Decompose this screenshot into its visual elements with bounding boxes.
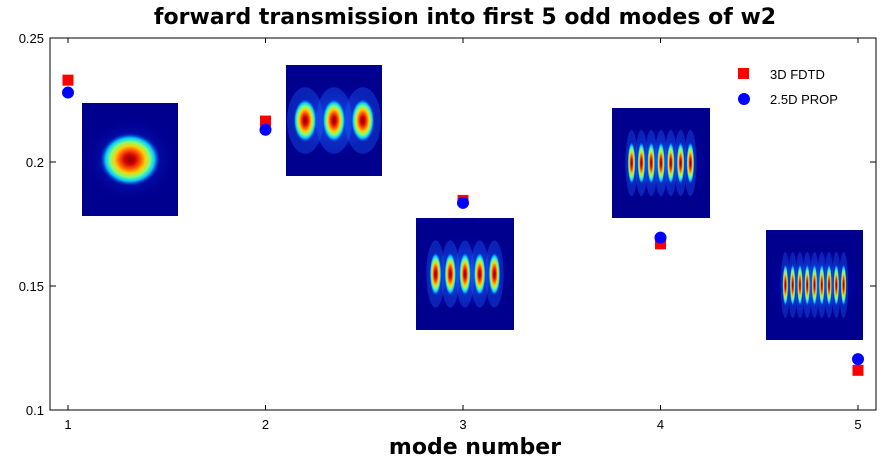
data-points [62,74,864,376]
mode-2-profile-image [286,65,382,176]
x-tick-label: 3 [459,417,466,432]
legend-label-2-5d-prop: 2.5D PROP [770,92,838,107]
legend-label-3d-fdtd: 3D FDTD [770,67,825,82]
mode-3-profile-image [416,218,514,330]
x-axis-label: mode number [389,435,561,460]
axes: 1 2 3 4 5 0.1 0.15 0.2 0.25 [19,31,876,432]
point-2-5d-prop [852,353,864,366]
inset-images [82,65,863,340]
legend: 3D FDTD 2.5D PROP [738,67,838,107]
mode-5-profile-image [766,230,863,340]
point-3d-fdtd [62,74,74,86]
point-2-5d-prop [259,123,272,136]
x-tick-label: 1 [64,417,71,432]
y-tick-label: 0.15 [19,279,44,294]
y-tick-label: 0.2 [26,155,44,170]
mode-1-profile-image [82,103,178,216]
point-3d-fdtd [260,115,271,127]
legend-marker-2-5d-prop [738,93,750,105]
x-tick-label: 4 [657,417,664,432]
x-tick-label: 2 [262,417,269,432]
y-tick-label: 0.25 [19,31,44,46]
point-3d-fdtd [852,364,864,376]
point-2-5d-prop [654,231,667,244]
y-tick-label: 0.1 [26,403,44,418]
legend-marker-3d-fdtd [738,68,749,79]
mode-4-profile-image [612,108,710,218]
point-2-5d-prop [62,86,74,99]
point-2-5d-prop [457,196,469,209]
x-tick-label: 5 [854,417,861,432]
point-3d-fdtd [655,238,666,250]
chart-title: forward transmission into first 5 odd mo… [154,5,776,30]
